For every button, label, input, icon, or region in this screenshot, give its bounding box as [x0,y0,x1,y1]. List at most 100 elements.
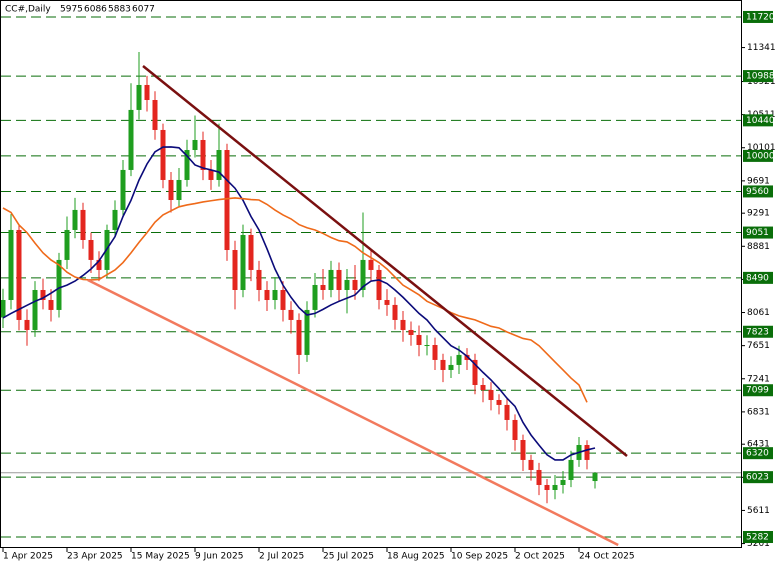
x-tick-label: 10 Sep 2025 [451,552,508,562]
y-tick-label: 5611 [747,506,770,516]
candle-body [72,209,78,230]
level-label: 7099 [746,386,769,396]
candle-body [120,169,126,210]
candle-body [400,319,406,330]
candle-body [264,289,270,301]
level-label-box [743,149,773,162]
y-tick-label: 8061 [747,308,770,318]
header-low: 5883 [108,5,131,15]
candle-body [112,209,118,230]
level-label: 10988 [746,72,775,82]
candle-body [80,209,86,240]
candle-body [32,289,38,330]
candle-body [376,269,382,301]
moving-average [2,146,596,461]
level-label-box [743,384,773,397]
candle-body [440,359,446,370]
candle-body [256,269,262,290]
x-tick-label: 18 Aug 2025 [387,552,445,562]
candle-body [216,150,222,180]
candle-body [224,150,230,251]
candle-body [384,300,390,305]
header-high: 6086 [84,5,107,15]
x-tick-label: 24 Oct 2025 [579,552,635,562]
level-label: 7823 [746,327,769,337]
candle-body [96,259,102,270]
level-label-box [743,447,773,460]
candle-body [584,445,590,460]
level-label: 8490 [746,273,769,283]
x-tick-label: 9 Jun 2025 [195,552,243,562]
candle-body [56,259,62,310]
level-label-box [743,471,773,484]
candle-body [152,100,158,130]
candle-body [368,259,374,270]
level-label: 9051 [746,228,769,238]
candle-body [560,479,566,485]
candle-body [176,179,182,201]
level-label-box [743,271,773,284]
candle-body [520,439,526,460]
candle-body [200,139,206,170]
candle-body [240,234,246,290]
candle-body [592,472,598,482]
level-label-box [743,185,773,198]
trendline [142,65,628,457]
candle-body [320,284,326,290]
level-label-box [743,70,773,83]
level-label: 11720 [746,12,775,22]
candle-body [248,234,254,270]
candle-body [48,300,54,310]
candle-body [288,309,294,320]
candle-body [408,329,414,335]
header-open: 5975 [60,5,83,15]
candle-body [480,384,486,390]
candle-body [464,354,470,360]
candle-body [424,345,430,347]
candle-body [64,229,70,260]
candle-body [88,239,94,260]
chart-title: CC#,Daily [5,5,51,15]
y-tick-label: 10101 [747,143,776,153]
level-label-box [743,114,773,127]
candle-body [208,169,214,180]
candle-body [312,284,318,310]
candle-body [184,150,190,180]
x-tick-label: 2 Oct 2025 [515,552,565,562]
candle-body [24,319,30,330]
level-label: 10000 [746,151,775,161]
candle-body [8,229,14,301]
candle-body [136,84,142,110]
level-label-box [743,226,773,239]
candle-body [40,289,46,301]
candle-body [456,354,462,365]
y-tick-label: 7651 [747,341,770,351]
level-label: 6023 [746,473,769,483]
level-label-box [743,325,773,338]
candle-body [536,469,542,485]
candle-body [1,300,6,318]
x-tick-label: 2 Jul 2025 [259,552,304,562]
y-tick-label: 8881 [747,242,770,252]
x-tick-label: 15 May 2025 [131,552,190,562]
header-close: 6077 [132,5,155,15]
level-label-box [743,10,773,23]
candle-body [280,289,286,310]
level-label: 6320 [746,449,769,459]
candle-body [328,269,334,290]
candle-body [568,459,574,480]
candle-body [144,84,150,101]
candle-body [472,359,478,385]
candle-body [552,484,558,491]
candle-body [544,484,550,491]
candle-body [392,304,398,320]
y-tick-label: 7241 [747,374,770,384]
candle-body [432,345,438,360]
y-tick-label: 9691 [747,176,770,186]
candle-body [336,269,342,290]
candle-body [352,279,358,290]
candle-body [16,229,22,320]
level-label: 5282 [746,533,769,543]
candle-body [296,319,302,355]
candle-body [488,389,494,401]
